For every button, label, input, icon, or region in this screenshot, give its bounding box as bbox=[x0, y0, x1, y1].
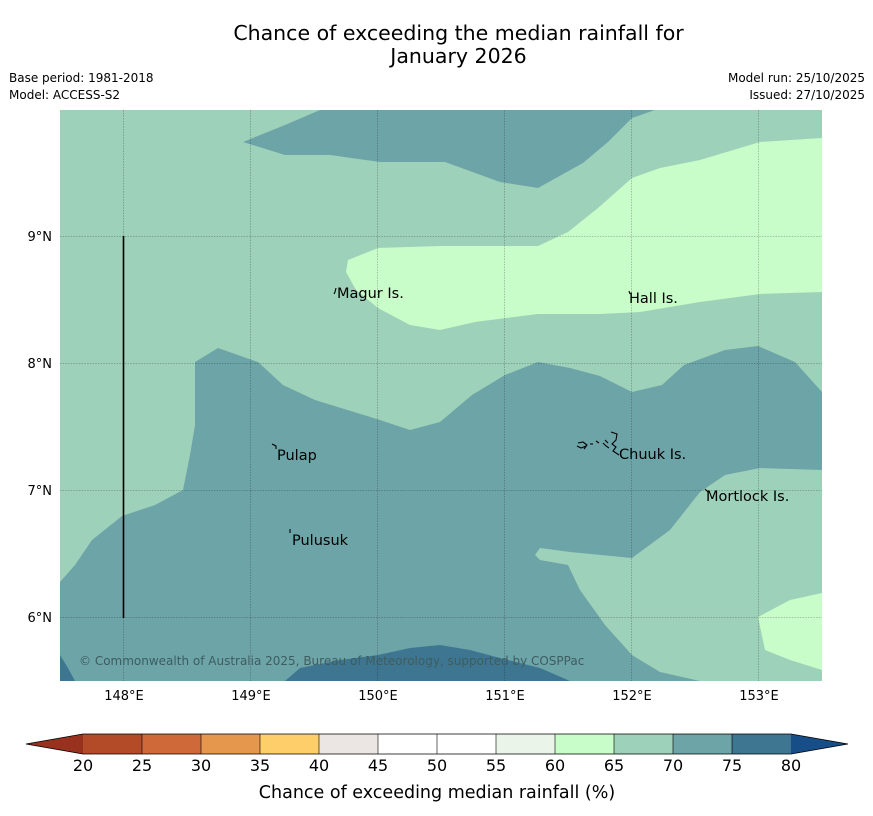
colorbar-segment-55-60 bbox=[496, 734, 555, 754]
colorbar-label: Chance of exceeding median rainfall (%) bbox=[259, 783, 615, 803]
colorbar-segment-45-50 bbox=[378, 734, 437, 754]
label-mortlock: Mortlock Is. bbox=[706, 489, 789, 505]
cb-tick-50: 50 bbox=[427, 756, 447, 775]
title-line-2: January 2026 bbox=[390, 44, 527, 68]
band-75-80-south bbox=[285, 645, 570, 681]
band-75-80-southwest bbox=[60, 655, 75, 681]
label-hall: Hall Is. bbox=[629, 291, 678, 307]
magur-island-shape bbox=[333, 287, 337, 295]
colorbar-ticks: 20 25 30 35 40 45 50 55 60 65 70 75 80 bbox=[73, 756, 801, 775]
cb-tick-70: 70 bbox=[663, 756, 683, 775]
lon-tick-151e: 151°E bbox=[485, 689, 525, 704]
cb-tick-65: 65 bbox=[604, 756, 624, 775]
cb-tick-60: 60 bbox=[545, 756, 565, 775]
colorbar-under-arrow bbox=[26, 734, 83, 754]
cb-tick-20: 20 bbox=[73, 756, 93, 775]
colorbar-segment-40-45 bbox=[319, 734, 378, 754]
map-area[interactable]: Magur Is. Hall Is. Pulap Chuuk Is. Mortl… bbox=[60, 110, 822, 681]
lat-tick-6n: 6°N bbox=[28, 611, 53, 626]
label-pulusuk: Pulusuk bbox=[292, 533, 349, 549]
lat-tick-9n: 9°N bbox=[28, 230, 53, 245]
label-chuuk: Chuuk Is. bbox=[619, 447, 686, 463]
title-line-1: Chance of exceeding the median rainfall … bbox=[233, 21, 684, 45]
lon-tick-152e: 152°E bbox=[612, 689, 652, 704]
band-70-75-central bbox=[60, 346, 822, 681]
colorbar: 20 25 30 35 40 45 50 55 60 65 70 75 80 C… bbox=[25, 733, 849, 803]
colorbar-segment-75-80 bbox=[732, 734, 791, 754]
lat-tick-7n: 7°N bbox=[28, 484, 53, 499]
model-run: Model run: 25/10/2025 bbox=[727, 71, 865, 85]
cb-tick-75: 75 bbox=[722, 756, 742, 775]
label-pulap: Pulap bbox=[277, 448, 317, 464]
colorbar-segment-70-75 bbox=[673, 734, 732, 754]
pulap-island-shape bbox=[271, 443, 277, 449]
band-70-75-north bbox=[243, 110, 655, 188]
meta-left: Base period: 1981-2018 Model: ACCESS-S2 bbox=[9, 70, 154, 104]
cb-tick-30: 30 bbox=[191, 756, 211, 775]
hall-island-shape bbox=[628, 290, 631, 295]
lon-tick-148e: 148°E bbox=[104, 689, 144, 704]
colorbar-segment-20-25 bbox=[83, 734, 142, 754]
base-period: Base period: 1981-2018 bbox=[9, 71, 154, 85]
colorbar-segment-30-35 bbox=[201, 734, 260, 754]
cb-tick-35: 35 bbox=[250, 756, 270, 775]
cb-tick-25: 25 bbox=[132, 756, 152, 775]
colorbar-over-arrow bbox=[791, 734, 848, 754]
issued-date: Issued: 27/10/2025 bbox=[749, 88, 865, 102]
cb-tick-55: 55 bbox=[486, 756, 506, 775]
colorbar-segment-25-30 bbox=[142, 734, 201, 754]
lon-tick-150e: 150°E bbox=[358, 689, 398, 704]
lon-tick-149e: 149°E bbox=[231, 689, 271, 704]
band-60-65-north bbox=[346, 138, 822, 330]
lon-ticks: 148°E 149°E 150°E 151°E 152°E 153°E bbox=[104, 689, 779, 704]
cb-tick-40: 40 bbox=[309, 756, 329, 775]
colorbar-dividers bbox=[141, 734, 733, 754]
copyright-notice: © Commonwealth of Australia 2025, Bureau… bbox=[79, 654, 584, 668]
model-name: Model: ACCESS-S2 bbox=[9, 88, 121, 102]
cb-tick-45: 45 bbox=[368, 756, 388, 775]
chuuk-island-shapes bbox=[576, 431, 620, 456]
band-60-65-southeast bbox=[758, 593, 822, 670]
colorbar-segment-50-55 bbox=[437, 734, 496, 754]
colorbar-segment-60-65 bbox=[555, 734, 614, 754]
colorbar-segment-35-40 bbox=[260, 734, 319, 754]
islands bbox=[271, 287, 709, 533]
lat-tick-8n: 8°N bbox=[28, 357, 53, 372]
colorbar-outline bbox=[25, 733, 849, 755]
label-magur: Magur Is. bbox=[337, 286, 404, 302]
meta-right: Model run: 25/10/2025 Issued: 27/10/2025 bbox=[728, 70, 865, 104]
lat-ticks: 9°N 8°N 7°N 6°N bbox=[28, 230, 53, 626]
lon-tick-153e: 153°E bbox=[739, 689, 779, 704]
mortlock-island-shape bbox=[704, 488, 709, 493]
chart-title: Chance of exceeding the median rainfall … bbox=[0, 22, 873, 68]
colorbar-segment-65-70 bbox=[614, 734, 673, 754]
cb-tick-80: 80 bbox=[781, 756, 801, 775]
